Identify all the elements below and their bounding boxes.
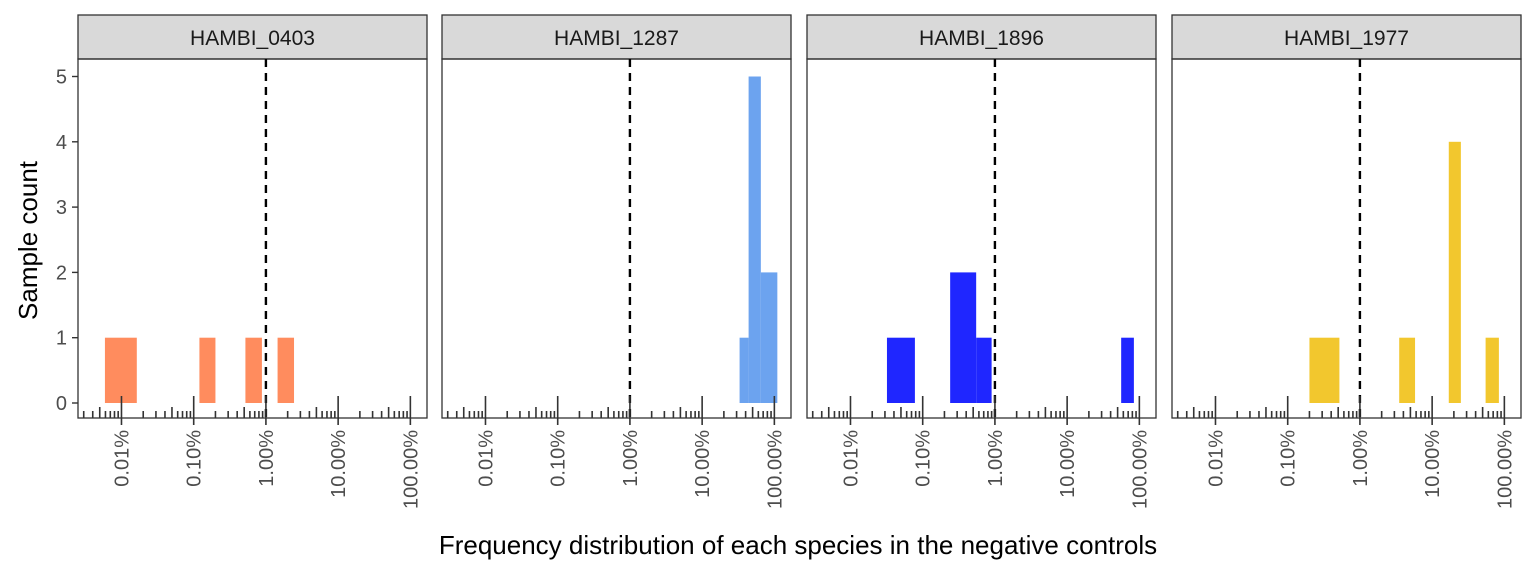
x-tick-label: 0.01% [475, 430, 497, 487]
y-tick-label: 3 [56, 197, 67, 219]
histogram-bar [976, 337, 992, 403]
facet-strip [1171, 14, 1522, 60]
x-axis-title: Frequency distribution of each species i… [439, 530, 1157, 560]
histogram-bar [199, 337, 216, 403]
facet-panel-hambi-0403: HAMBI_0403 0.01% 0.10% 1.00% 10.00% 100.00% [77, 14, 428, 509]
x-tick-label: 1.00% [985, 430, 1007, 487]
facet-strip-title: HAMBI_1977 [1284, 27, 1409, 50]
histogram-bar [1485, 337, 1499, 403]
x-tick-label: 100.00% [1494, 430, 1516, 509]
panel-border [441, 58, 792, 419]
x-tick-label: 0.10% [184, 430, 206, 487]
x-tick-label: 100.00% [764, 430, 786, 509]
histogram-bar [748, 76, 761, 403]
histogram-bar [760, 272, 778, 403]
x-tick-label: 100.00% [1129, 430, 1151, 509]
x-tick-label: 0.10% [913, 430, 935, 487]
x-tick-label: 1.00% [1350, 430, 1372, 487]
histogram-bar [277, 337, 295, 403]
x-tick-label: 100.00% [400, 430, 422, 509]
facet-strip-title: HAMBI_0403 [190, 27, 315, 50]
y-tick-label: 5 [56, 67, 67, 89]
histogram-bar [245, 337, 262, 403]
y-axis: 0 1 2 3 4 5 [56, 67, 78, 415]
y-axis-title: Sample count [13, 160, 43, 320]
facet-panel-hambi-1287: HAMBI_1287 0.01% 0.10% 1.00% 10.00% 100.00% [441, 14, 792, 509]
facet-strip-title: HAMBI_1896 [919, 27, 1044, 50]
y-tick-label: 2 [56, 262, 67, 284]
histogram-bar [104, 337, 137, 403]
y-tick-label: 4 [56, 132, 67, 154]
histogram-bar [1448, 141, 1461, 404]
x-tick-label: 0.01% [1205, 430, 1227, 487]
histogram-bar [1121, 337, 1134, 403]
x-tick-label: 10.00% [328, 430, 350, 498]
y-tick-label: 0 [56, 393, 67, 415]
y-tick-label: 1 [56, 328, 67, 350]
facet-strip [77, 14, 428, 60]
facet-panel-hambi-1977: HAMBI_1977 0.01% 0.10% 1.00% 10.00% 100.00% [1171, 14, 1522, 509]
x-tick-label: 0.10% [1278, 430, 1300, 487]
x-tick-label: 10.00% [1422, 430, 1444, 498]
histogram-bar [950, 272, 977, 403]
panel-border [806, 58, 1157, 419]
facet-strip-title: HAMBI_1287 [554, 27, 679, 50]
x-tick-label: 1.00% [620, 430, 642, 487]
histogram-bar [1399, 337, 1416, 403]
x-tick-label: 10.00% [1057, 430, 1079, 498]
x-tick-label: 0.10% [548, 430, 570, 487]
facet-strip [806, 14, 1157, 60]
facet-panel-hambi-1896: HAMBI_1896 0.01% 0.10% 1.00% 10.00% 100.00% [806, 14, 1157, 509]
x-tick-label: 0.01% [111, 430, 133, 487]
facet-strip [441, 14, 792, 60]
x-tick-label: 10.00% [692, 430, 714, 498]
panel-border [77, 58, 428, 419]
panel-border [1171, 58, 1522, 419]
x-tick-label: 0.01% [840, 430, 862, 487]
histogram-bar [739, 337, 749, 403]
x-tick-label: 1.00% [256, 430, 278, 487]
histogram-bar [1309, 337, 1340, 403]
histogram-bar [886, 337, 915, 403]
